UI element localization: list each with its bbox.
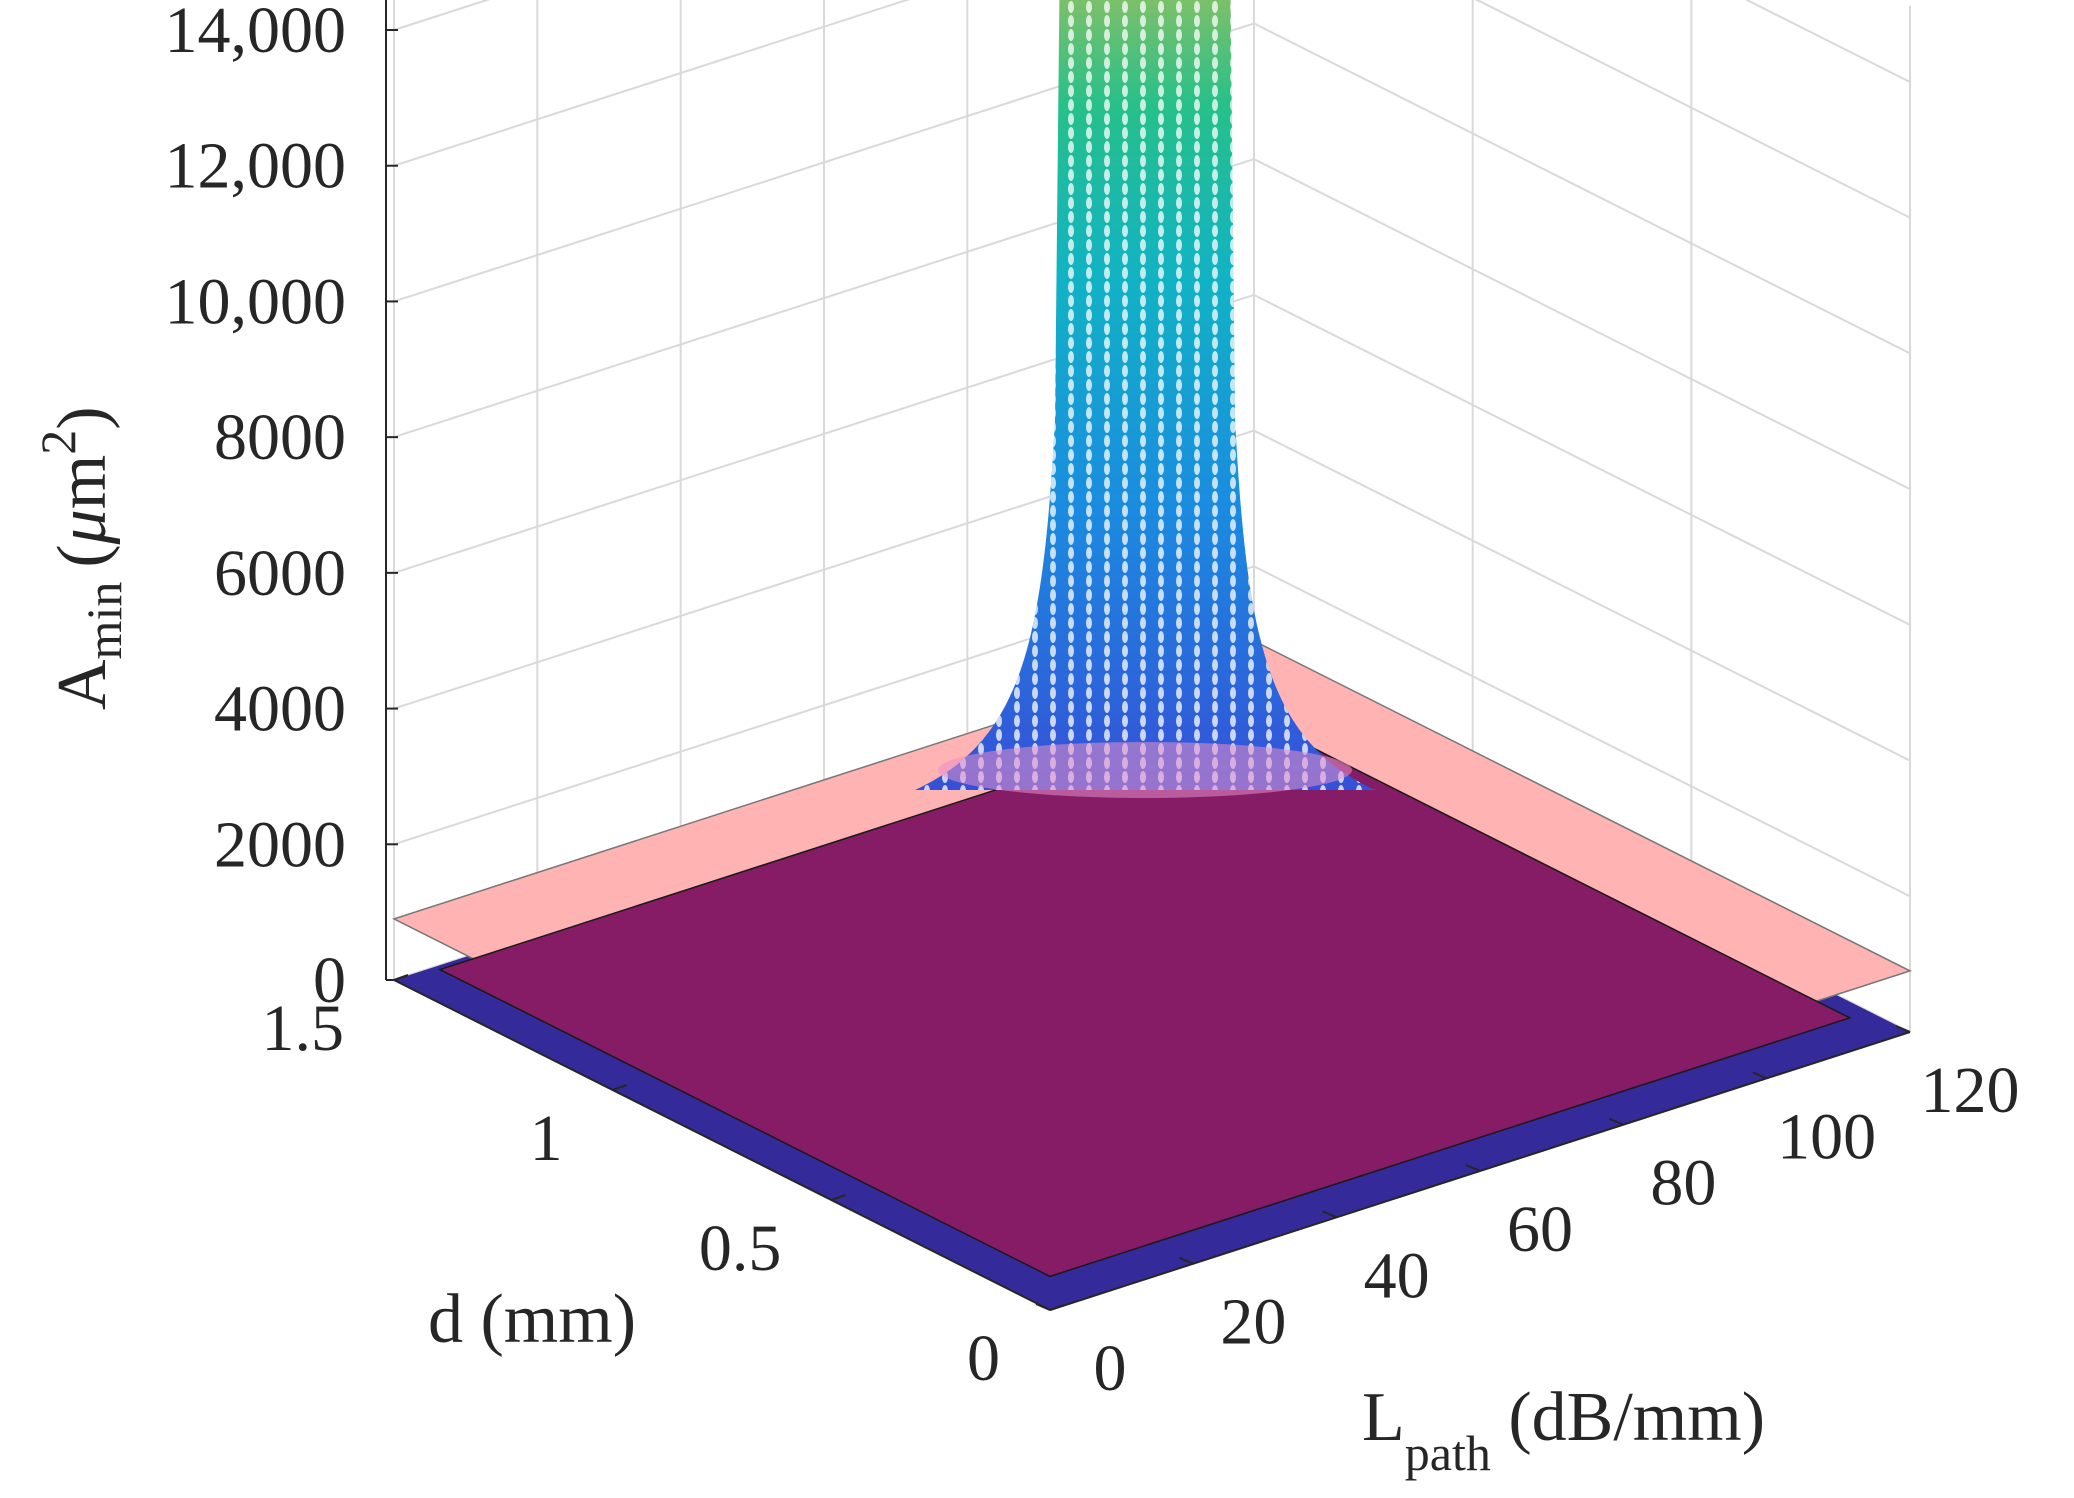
z-tick-label: 6000 xyxy=(214,537,346,610)
z-tick-label: 12,000 xyxy=(165,130,347,203)
lpath-tick-label: 80 xyxy=(1650,1147,1716,1220)
d-tick-label: 0 xyxy=(967,1322,1000,1395)
z-tick-label: 2000 xyxy=(214,808,346,881)
lpath-tick-label: 20 xyxy=(1220,1286,1286,1359)
z-tick-label: 8000 xyxy=(214,401,346,474)
lpath-tick-label: 120 xyxy=(1921,1054,2020,1127)
d-tick-label: 0.5 xyxy=(699,1212,782,1285)
axes: 0 2000 4000 6000 8000 10,000 12,000 14,000 0 0.5 1… xyxy=(165,0,2020,1405)
d-tick xyxy=(393,974,409,981)
z-tick-label: 4000 xyxy=(214,673,346,746)
z-axis-label: Amin(μm2) xyxy=(30,406,132,710)
z-tick-label: 10,000 xyxy=(165,265,347,338)
lpath-tick xyxy=(1035,1303,1051,1311)
d-axis-label: d (mm) xyxy=(428,1281,636,1358)
z-tick-label: 0 xyxy=(313,944,346,1017)
lpath-tick-label: 60 xyxy=(1507,1193,1573,1266)
d-tick xyxy=(830,1194,846,1201)
lpath-tick-label: 100 xyxy=(1777,1100,1876,1173)
lpath-tick xyxy=(1322,1210,1338,1219)
lpath-tick xyxy=(1752,1071,1768,1080)
lpath-tick xyxy=(1895,1025,1911,1033)
surface-floor xyxy=(392,640,1912,1310)
d-axis-line xyxy=(393,979,1051,1311)
d-tick-label: 1.5 xyxy=(262,992,345,1065)
lpath-tick xyxy=(1608,1117,1624,1126)
surface-peak xyxy=(915,0,1375,798)
d-tick-label: 1 xyxy=(530,1102,563,1175)
lpath-tick-label: 0 xyxy=(1094,1332,1127,1405)
surface-base-band xyxy=(938,742,1352,798)
lpath-tick xyxy=(1178,1256,1194,1265)
z-tick-label: 14,000 xyxy=(165,0,347,67)
lpath-axis-label: Lpath (dB/mm) xyxy=(1362,1379,1765,1481)
lpath-tick-label: 40 xyxy=(1364,1239,1430,1312)
lpath-tick xyxy=(1465,1164,1481,1172)
d-tick xyxy=(612,1084,628,1091)
surface-mesh xyxy=(915,0,1375,790)
